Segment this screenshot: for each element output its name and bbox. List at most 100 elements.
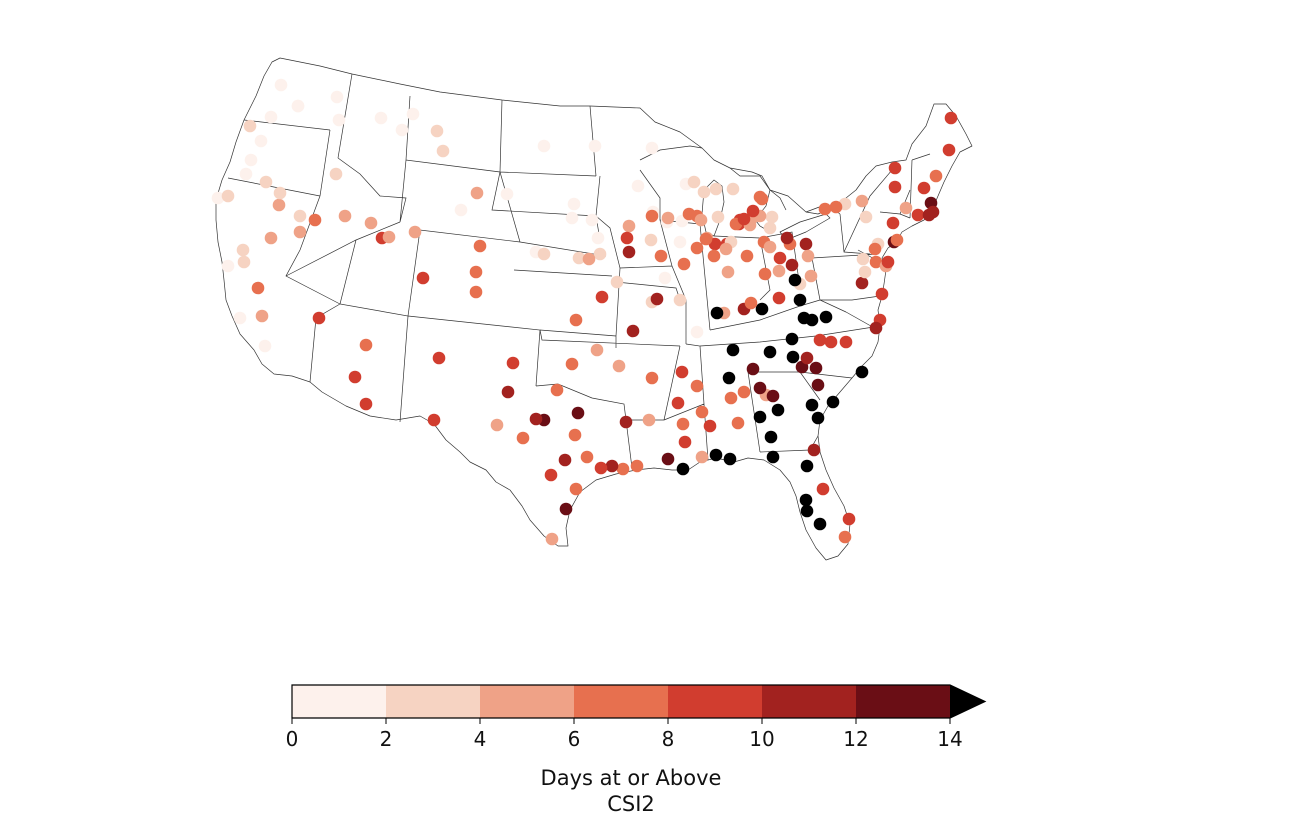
station-marker xyxy=(766,389,780,403)
station-marker xyxy=(590,343,604,357)
station-marker xyxy=(211,191,225,205)
station-marker xyxy=(516,431,530,445)
station-marker xyxy=(644,233,658,247)
station-marker xyxy=(236,243,250,257)
station-marker xyxy=(763,221,777,235)
station-marker xyxy=(763,240,777,254)
station-marker xyxy=(436,144,450,158)
station-marker xyxy=(813,333,827,347)
station-marker xyxy=(274,78,288,92)
station-marker xyxy=(673,293,687,307)
station-marker xyxy=(772,291,786,305)
station-marker xyxy=(612,359,626,373)
station-marker xyxy=(766,450,780,464)
station-marker xyxy=(740,249,754,263)
station-marker xyxy=(364,216,378,230)
station-marker xyxy=(616,462,630,476)
station-marker xyxy=(763,345,777,359)
station-marker xyxy=(661,211,675,225)
station-marker xyxy=(255,309,269,323)
station-marker xyxy=(722,371,736,385)
station-marker xyxy=(610,275,624,289)
station-marker xyxy=(408,225,422,239)
station-marker xyxy=(537,247,551,261)
station-marker xyxy=(427,413,441,427)
station-marker xyxy=(721,265,735,279)
station-marker xyxy=(259,175,273,189)
station-marker xyxy=(780,231,794,245)
station-marker xyxy=(868,242,882,256)
station-marker xyxy=(753,381,767,395)
station-marker xyxy=(809,361,823,375)
colorbar-tick-label: 2 xyxy=(380,727,393,751)
station-marker xyxy=(838,530,852,544)
station-marker xyxy=(888,161,902,175)
station-marker xyxy=(771,403,785,417)
station-marker xyxy=(737,212,751,226)
colorbar-bin xyxy=(668,685,763,718)
station-marker xyxy=(395,123,409,137)
station-marker xyxy=(818,202,832,216)
station-marker xyxy=(737,385,751,399)
station-marker xyxy=(881,255,895,269)
station-marker xyxy=(233,311,247,325)
station-marker xyxy=(726,182,740,196)
colorbar-bin xyxy=(386,685,481,718)
station-marker xyxy=(773,251,787,265)
station-marker xyxy=(359,397,373,411)
station-marker xyxy=(695,450,709,464)
station-marker xyxy=(707,249,721,263)
station-marker xyxy=(813,517,827,531)
station-marker xyxy=(501,385,515,399)
station-marker xyxy=(755,302,769,316)
station-marker xyxy=(805,313,819,327)
station-marker xyxy=(243,119,257,133)
conus-basemap xyxy=(215,57,973,561)
colorbar-tick-label: 10 xyxy=(749,727,774,751)
station-marker xyxy=(709,448,723,462)
station-marker xyxy=(470,186,484,200)
station-marker xyxy=(703,419,717,433)
station-marker xyxy=(565,211,579,225)
station-marker xyxy=(805,398,819,412)
station-marker xyxy=(593,247,607,261)
station-marker xyxy=(430,124,444,138)
station-marker xyxy=(374,111,388,125)
station-marker xyxy=(800,459,814,473)
station-marker xyxy=(622,245,636,259)
station-marker xyxy=(432,351,446,365)
station-marker xyxy=(799,493,813,507)
station-marker xyxy=(473,239,487,253)
station-marker xyxy=(264,231,278,245)
station-marker xyxy=(293,209,307,223)
station-marker xyxy=(678,435,692,449)
station-marker xyxy=(785,332,799,346)
station-marker xyxy=(626,324,640,338)
station-marker xyxy=(568,428,582,442)
station-marker xyxy=(677,257,691,271)
station-marker xyxy=(329,167,343,181)
station-marker xyxy=(785,258,799,272)
station-marker xyxy=(571,406,585,420)
station-marker xyxy=(731,416,745,430)
station-marker xyxy=(793,293,807,307)
station-marker xyxy=(875,287,889,301)
station-marker xyxy=(661,452,675,466)
station-marker xyxy=(869,255,883,269)
station-marker xyxy=(506,356,520,370)
station-marker xyxy=(671,396,685,410)
station-marker xyxy=(645,141,659,155)
station-marker xyxy=(807,443,821,457)
station-marker xyxy=(650,292,664,306)
station-marker xyxy=(944,111,958,125)
station-marker xyxy=(258,339,272,353)
station-marker xyxy=(645,209,659,223)
station-marker xyxy=(642,413,656,427)
station-marker xyxy=(724,391,738,405)
station-marker xyxy=(890,233,904,247)
colorbar-bin xyxy=(574,685,669,718)
station-marker xyxy=(588,139,602,153)
station-marker xyxy=(676,462,690,476)
station-marker xyxy=(469,285,483,299)
station-marker xyxy=(917,181,931,195)
